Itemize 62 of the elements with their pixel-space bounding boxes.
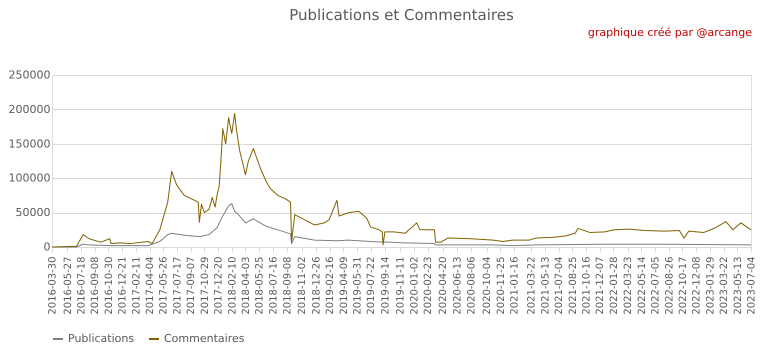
x-tick-label: 2019-02-16 [325,256,336,315]
x-tick-label: 2019-05-31 [352,256,364,315]
x-tick-label: 2020-01-02 [409,256,420,315]
x-tick-label: 2021-10-16 [582,256,592,315]
chart-title: Publications et Commentaires [289,6,514,24]
x-tick-label: 2016-07-18 [76,256,88,315]
line-series [52,113,752,248]
x-tick-label: 2022-12-08 [692,256,703,315]
x-tick-label: 2016-10-30 [104,256,115,315]
x-tick-label: 2019-04-09 [338,256,350,315]
x-tick-label: 2021-12-07 [595,256,606,315]
x-tick-label: 2017-04-04 [145,256,156,315]
x-tick-label: 2023-07-04 [746,256,758,315]
x-tick-label: 2021-05-13 [540,256,552,315]
x-tick-label: 2018-05-25 [254,256,266,315]
x-tick-label: 2018-09-08 [282,256,294,315]
y-tick-label: 200000 [8,102,50,116]
x-tick-label: 2021-01-16 [510,256,521,315]
x-tick-label: 2019-07-22 [366,256,378,315]
y-tick-label: 100000 [8,172,50,185]
x-tick-label: 2021-03-22 [526,256,538,315]
x-tick-label: 2020-04-20 [438,256,450,315]
x-tick-label: 2022-10-17 [678,256,689,315]
x-tick-label: 2023-01-29 [705,256,716,315]
x-tick-label: 2023-03-22 [719,256,730,315]
x-tick-label: 2020-11-25 [496,256,507,315]
x-tick-label: 2016-03-30 [48,256,58,315]
x-tick-label: 2021-07-04 [554,256,566,315]
x-tick-label: 2019-11-11 [396,256,407,315]
x-tick-label: 2022-05-14 [636,256,648,315]
x-tick-label: 2020-10-04 [482,256,494,315]
x-tick-label: 2016-09-08 [90,256,102,315]
x-tick-label: 2018-07-16 [268,256,280,315]
x-tick-label: 2020-06-13 [452,256,464,315]
x-tick-label: 2022-03-23 [623,256,634,315]
x-tick-label: 2020-02-23 [423,256,434,315]
x-tick-label: 2019-09-14 [380,256,392,315]
x-tick-label: 2020-08-06 [466,256,478,315]
x-tick-label: 2022-01-28 [608,256,620,315]
y-tick-label: 150000 [8,137,50,150]
y-tick-label: 50000 [16,206,50,220]
x-tick-label: 2017-10-29 [200,256,211,315]
x-tick-label: 2022-07-05 [650,256,662,315]
x-tick-label: 2017-05-26 [158,256,170,315]
x-tick-label: 2018-12-26 [311,256,322,315]
legend-label: Publications [68,332,134,345]
x-tick-label: 2023-05-13 [732,256,744,315]
x-tick-label: 2021-08-25 [568,256,579,315]
x-tick-label: 2016-12-21 [118,256,129,315]
x-tick-label: 2017-07-17 [172,256,184,315]
x-tick-label: 2017-09-07 [186,256,198,315]
x-tick-label: 2017-02-11 [131,256,142,315]
x-tick-label: 2022-08-26 [664,256,676,315]
x-tick-label: 2018-11-02 [297,256,308,315]
x-tick-label: 2017-12-20 [214,256,225,315]
x-tick-label: 2016-05-27 [62,256,74,315]
x-tick-label: 2018-02-10 [227,256,238,315]
y-tick-label: 0 [44,240,50,254]
legend-label: Commentaires [164,332,245,345]
text: graphique créé par @arcange [588,26,752,39]
x-tick-label: 2018-04-03 [240,256,252,315]
y-tick-label: 250000 [8,68,50,82]
